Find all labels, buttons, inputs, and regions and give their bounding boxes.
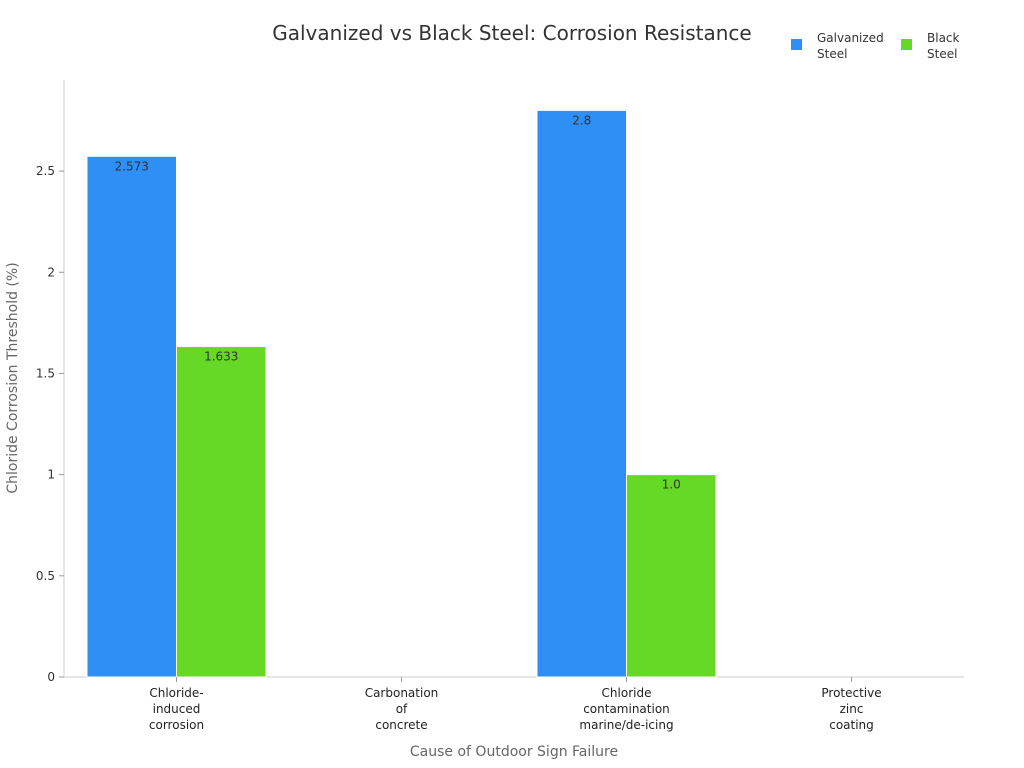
y-tick-label: 2 (47, 265, 55, 279)
y-axis-ticks: 0 0.5 1 1.5 2 2.5 (36, 164, 64, 684)
x-axis-title: Cause of Outdoor Sign Failure (410, 744, 618, 760)
bars (86, 109, 717, 678)
bar (86, 155, 177, 678)
y-tick-label: 2.5 (36, 164, 55, 178)
bar (626, 474, 717, 678)
chart-title: Galvanized vs Black Steel: Corrosion Res… (272, 21, 751, 45)
legend-swatch (791, 39, 802, 50)
y-tick-label: 0.5 (36, 569, 55, 583)
bar-data-label: 2.573 (115, 159, 149, 173)
bar-data-label: 1.633 (204, 350, 238, 364)
bar (536, 109, 627, 678)
y-tick-label: 1 (47, 468, 55, 482)
legend-label: Black Steel (927, 31, 960, 61)
y-axis-title: Chloride Corrosion Threshold (%) (5, 262, 21, 493)
x-axis-labels: Chloride-induced corrosion Carbonation of co… (149, 677, 882, 732)
y-tick-label: 1.5 (36, 366, 55, 380)
bar-data-label: 1.0 (662, 478, 681, 492)
legend: Galvanized Steel Black Steel (791, 31, 960, 61)
bar (176, 346, 267, 678)
legend-swatch (901, 39, 912, 50)
x-tick-label: Carbonation of concrete (365, 686, 439, 732)
bar-data-label: 2.8 (572, 113, 591, 127)
x-tick-label: Chloride-induced corrosion (149, 686, 204, 732)
legend-label: Galvanized Steel (817, 31, 884, 61)
data-labels: 2.573 2.8 1.633 1.0 (115, 113, 681, 491)
x-tick-label: Protective zinc coating (821, 686, 881, 732)
x-tick-label: Chloride contamination marine/de-icing (579, 686, 673, 732)
y-tick-label: 0 (47, 670, 55, 684)
